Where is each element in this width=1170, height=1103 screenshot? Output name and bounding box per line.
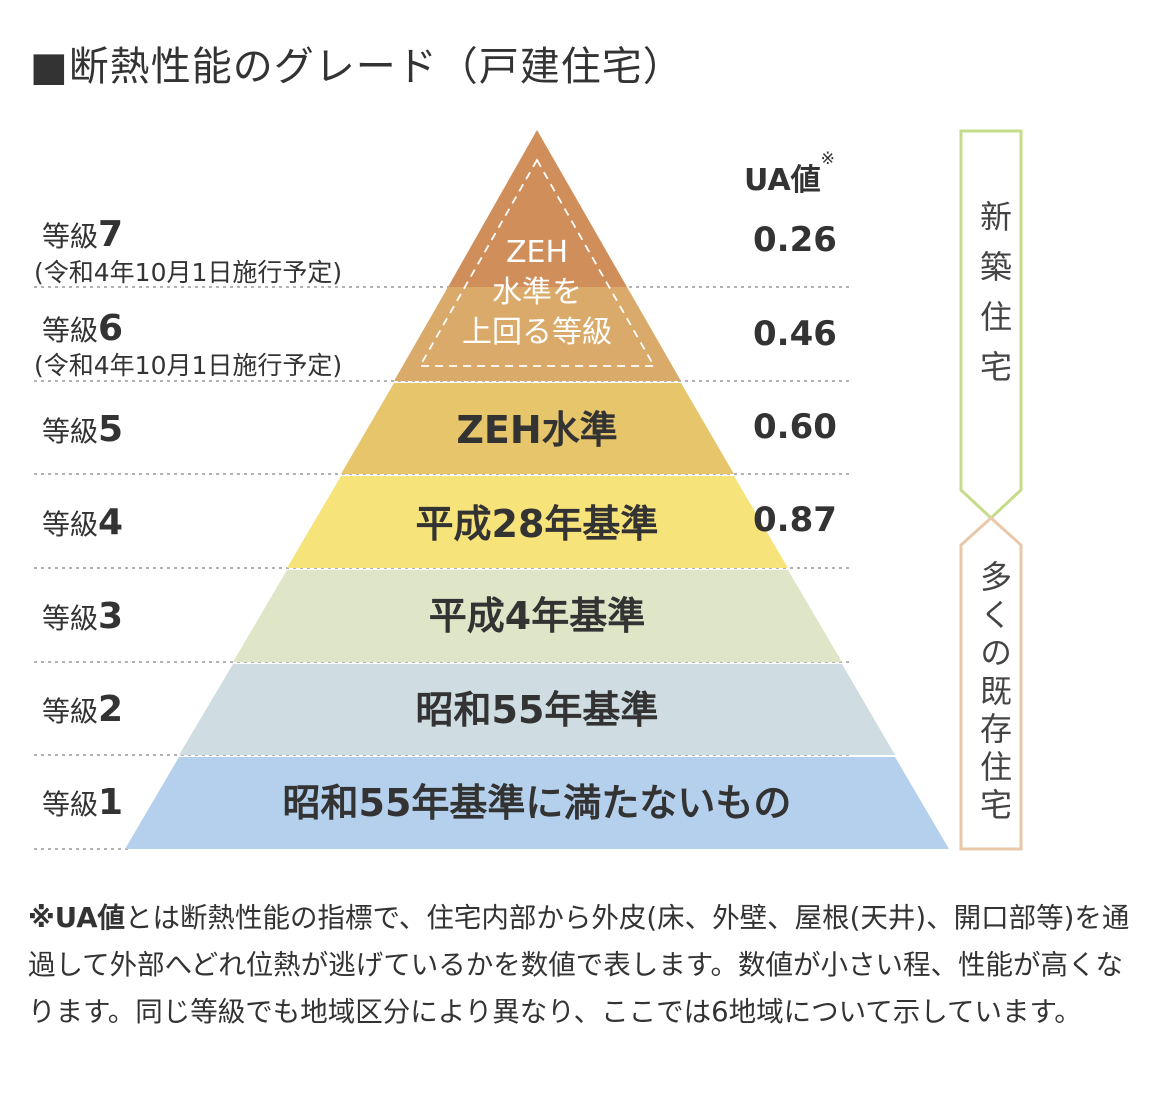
grade-2-label: 等級2	[42, 689, 124, 730]
ua-value-grade-5: 0.60	[753, 407, 837, 447]
band-grade-1	[125, 757, 949, 849]
band-label-grade-5: ZEH水準	[456, 408, 617, 452]
page-title: ■断熱性能のグレード（戸建住宅）	[30, 44, 684, 90]
footnote-text: とは断熱性能の指標で、住宅内部から外皮(床、外壁、屋根(天井)、開口部等)を通過…	[28, 902, 1130, 1028]
grade-6-label: 等級6	[42, 308, 124, 349]
grade-1-label: 等級1	[42, 782, 124, 823]
band-label-grade-1: 昭和55年基準に満たないもの	[283, 781, 792, 825]
row-separators	[34, 286, 853, 850]
existing-housing-label: 多くの既存住宅	[975, 560, 1013, 826]
grade-4-label: 等級4	[42, 502, 124, 543]
pyramid-top-dashed-outline	[418, 158, 656, 367]
pyramid-top-label: 水準を	[492, 275, 582, 310]
grade-7-label: 等級7	[42, 214, 124, 255]
band-grade-2	[179, 664, 895, 755]
ua-value-grade-7: 0.26	[753, 220, 837, 260]
grade-6-note: (令和4年10月1日施行予定)	[34, 351, 343, 380]
new-housing-bracket	[959, 129, 1023, 521]
pyramid-top-label: ZEH	[506, 235, 568, 270]
pyramid-diagram: ZEH 水準を 上回る等級 ZEH水準 平成28年基準 平成4年基準 昭和55年…	[34, 129, 1023, 851]
pyramid-top-lower	[394, 287, 681, 381]
existing-housing-bracket	[959, 515, 1023, 851]
footnote: ※UA値とは断熱性能の指標で、住宅内部から外皮(床、外壁、屋根(天井)、開口部等…	[28, 895, 1143, 1036]
ua-header: UA値※	[744, 149, 835, 198]
band-label-grade-4: 平成28年基準	[416, 502, 659, 546]
band-label-grade-2: 昭和55年基準	[416, 688, 659, 732]
pyramid-top-label: 上回る等級	[462, 315, 612, 350]
band-grade-4	[287, 476, 788, 568]
grade-5-label: 等級5	[42, 409, 124, 450]
pyramid-top-upper	[448, 130, 627, 287]
band-label-grade-3: 平成4年基準	[429, 594, 645, 638]
grade-3-label: 等級3	[42, 596, 124, 637]
footnote-mark: ※UA値	[28, 902, 126, 934]
ua-value-grade-6: 0.46	[753, 314, 837, 354]
band-grade-5	[341, 383, 734, 474]
new-housing-label: 新築住宅	[975, 200, 1013, 400]
band-grade-3	[233, 570, 842, 662]
ua-value-grade-4: 0.87	[753, 500, 837, 540]
grade-7-note: (令和4年10月1日施行予定)	[34, 258, 343, 287]
ua-header-mark: ※	[820, 149, 835, 169]
